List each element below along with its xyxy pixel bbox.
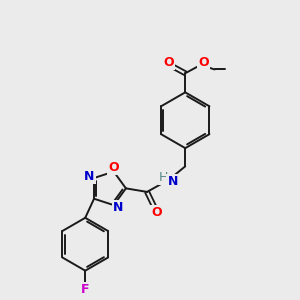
Text: F: F xyxy=(81,283,89,296)
Text: O: O xyxy=(198,56,209,69)
Text: N: N xyxy=(113,201,123,214)
Text: H: H xyxy=(159,171,169,184)
Text: O: O xyxy=(163,56,174,69)
Text: N: N xyxy=(167,175,178,188)
Text: O: O xyxy=(152,206,162,219)
Text: O: O xyxy=(108,161,119,174)
Text: N: N xyxy=(84,170,94,183)
